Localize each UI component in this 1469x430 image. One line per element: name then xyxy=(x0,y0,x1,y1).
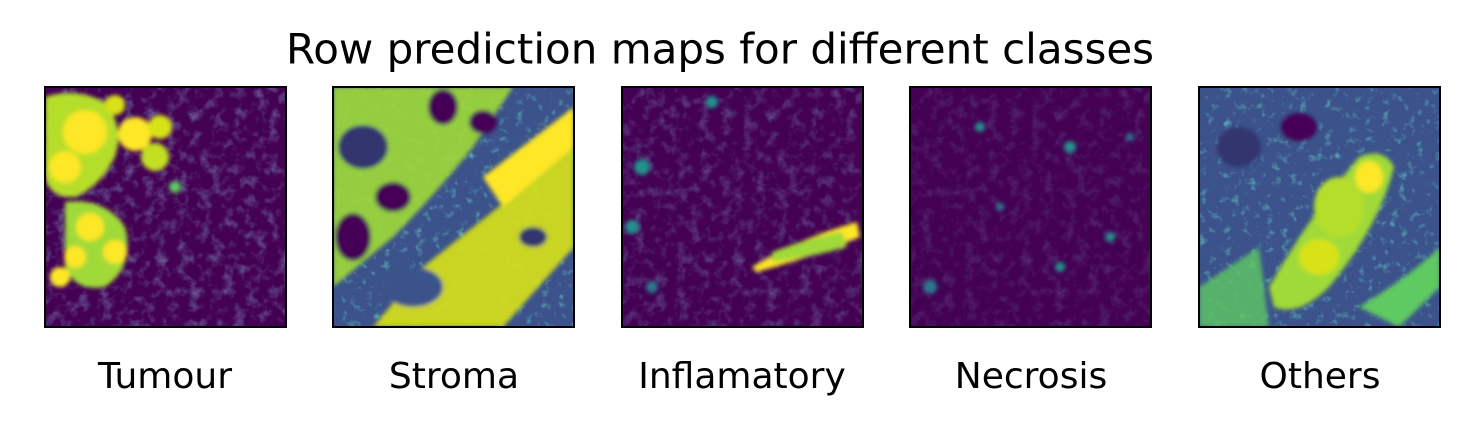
panel-label: Others xyxy=(1260,356,1381,397)
panel-label: Inflamatory xyxy=(638,356,846,397)
necrosis-map xyxy=(910,87,1151,327)
panel-label: Stroma xyxy=(389,356,519,397)
tumour-map xyxy=(45,87,286,327)
panel-frame xyxy=(332,86,575,328)
panel-frame xyxy=(621,86,864,328)
others-map xyxy=(1199,87,1440,327)
panel-frame xyxy=(909,86,1152,328)
inflamatory-map xyxy=(622,87,863,327)
stroma-map xyxy=(333,87,574,327)
panel-label: Necrosis xyxy=(955,356,1107,397)
figure-title: Row prediction maps for different classe… xyxy=(286,25,1154,74)
panel-label: Tumour xyxy=(97,356,232,397)
panel-frame xyxy=(44,86,287,328)
panel-frame xyxy=(1198,86,1441,328)
